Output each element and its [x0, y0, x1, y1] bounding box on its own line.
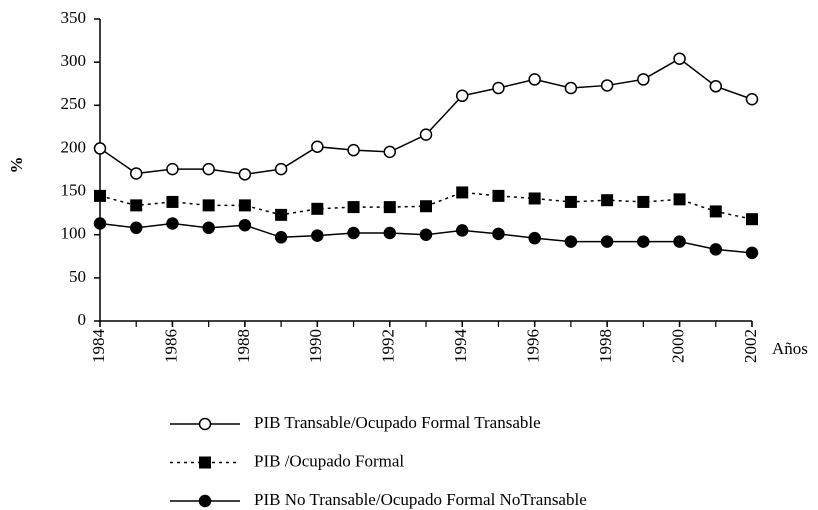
- x-tick-label: 1992: [379, 329, 398, 363]
- marker: [637, 195, 650, 208]
- x-tick-label: 2002: [741, 329, 760, 363]
- y-tick-label: 50: [69, 267, 86, 286]
- marker: [202, 221, 215, 235]
- legend-label: PIB /Ocupado Formal: [254, 451, 404, 470]
- x-tick-label: 1988: [234, 329, 253, 363]
- marker: [238, 218, 252, 232]
- marker: [673, 235, 686, 248]
- marker: [347, 201, 360, 214]
- legend-marker: [199, 456, 211, 469]
- x-tick-label: 1996: [524, 329, 543, 363]
- marker: [420, 200, 432, 213]
- y-tick-label: 0: [78, 310, 87, 329]
- marker: [419, 128, 433, 141]
- marker: [311, 202, 324, 215]
- marker: [564, 235, 578, 248]
- marker: [492, 81, 505, 95]
- marker: [238, 199, 251, 212]
- marker: [492, 227, 505, 241]
- marker: [528, 231, 541, 245]
- x-tick-label: 2000: [668, 329, 687, 363]
- x-tick-label: 1998: [596, 329, 615, 363]
- marker: [166, 162, 179, 176]
- marker: [383, 226, 397, 240]
- marker: [129, 167, 143, 180]
- marker: [709, 80, 723, 93]
- marker: [455, 89, 469, 103]
- marker: [528, 73, 541, 86]
- marker: [347, 143, 360, 157]
- legend-marker: [198, 417, 212, 431]
- x-tick-label: 1986: [161, 329, 180, 363]
- marker: [637, 235, 650, 248]
- marker: [311, 229, 324, 242]
- marker: [274, 231, 288, 244]
- marker: [347, 226, 360, 240]
- series-line: [99, 57, 753, 176]
- marker: [709, 243, 723, 256]
- marker: [600, 79, 614, 92]
- marker: [93, 142, 107, 155]
- marker: [238, 168, 252, 181]
- marker: [564, 195, 577, 208]
- legend-label: PIB No Transable/Ocupado Formal NoTransa…: [254, 490, 587, 509]
- marker: [275, 208, 288, 221]
- marker: [274, 162, 288, 176]
- marker: [673, 193, 686, 206]
- marker: [600, 235, 614, 248]
- marker: [745, 246, 759, 260]
- legend-label: PIB Transable/Ocupado Formal Transable: [254, 413, 541, 432]
- x-tick-label: 1990: [306, 329, 325, 363]
- marker: [528, 192, 541, 205]
- marker: [94, 189, 106, 202]
- marker: [601, 194, 614, 207]
- y-tick-label: 250: [61, 94, 87, 113]
- marker: [202, 162, 215, 176]
- marker: [93, 217, 107, 230]
- marker: [129, 221, 143, 235]
- marker: [130, 199, 143, 212]
- marker: [202, 199, 215, 212]
- marker: [564, 81, 578, 95]
- marker: [745, 92, 759, 106]
- y-tick-label: 300: [61, 51, 87, 70]
- marker: [166, 195, 179, 208]
- legend-marker: [198, 494, 212, 508]
- marker: [383, 145, 397, 159]
- y-tick-label: 200: [61, 137, 87, 156]
- y-tick-label: 100: [61, 224, 87, 243]
- marker: [673, 52, 686, 65]
- y-tick-label: 150: [61, 180, 87, 199]
- marker: [492, 189, 505, 202]
- marker: [311, 140, 324, 153]
- x-tick-label: 1994: [451, 329, 470, 364]
- marker: [637, 73, 650, 86]
- marker: [455, 224, 469, 237]
- y-tick-label: 350: [61, 8, 87, 27]
- marker: [456, 186, 469, 199]
- marker: [709, 205, 722, 218]
- marker: [166, 217, 179, 230]
- marker: [383, 201, 396, 214]
- x-axis-label: Años: [772, 339, 808, 358]
- marker: [746, 213, 758, 226]
- y-axis-label: %: [7, 157, 26, 174]
- x-tick-label: 1984: [89, 329, 108, 364]
- marker: [419, 228, 433, 241]
